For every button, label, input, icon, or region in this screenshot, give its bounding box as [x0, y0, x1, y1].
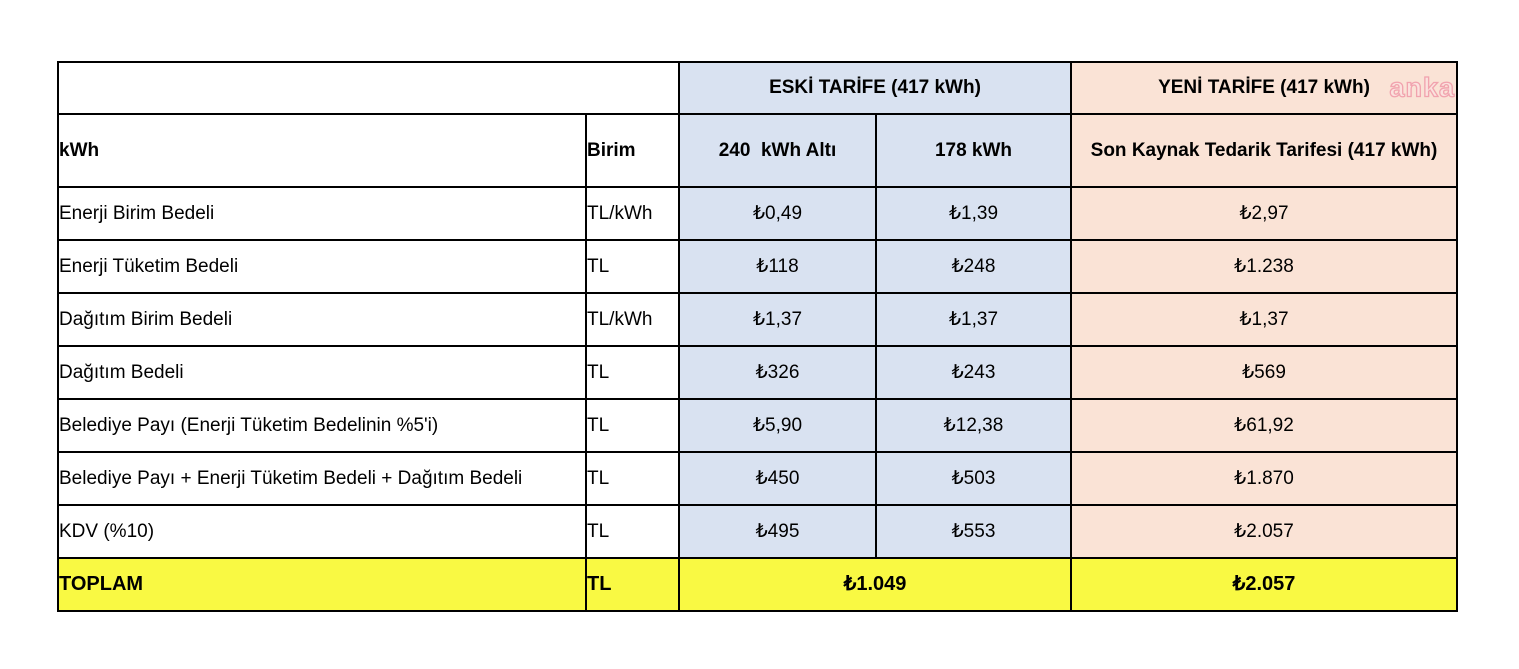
row-unit: TL: [585, 345, 680, 400]
row-label: KDV (%10): [57, 504, 587, 559]
group-header-row: ESKİ TARİFE (417 kWh) YENİ TARİFE (417 k…: [57, 61, 1458, 115]
col-header-birim: Birim: [585, 113, 680, 188]
old-tariff-group-header: ESKİ TARİFE (417 kWh): [678, 61, 1072, 115]
row-label: Belediye Payı + Enerji Tüketim Bedeli + …: [57, 451, 587, 506]
col-header-kwh: kWh: [57, 113, 587, 188]
row-label: Dağıtım Bedeli: [57, 345, 587, 400]
new-sktt-value: ₺1.870: [1070, 451, 1458, 506]
anka-watermark: anka: [1389, 72, 1455, 103]
table-row: Enerji Tüketim Bedeli TL ₺118 ₺248 ₺1.23…: [57, 239, 1458, 294]
total-row: TOPLAM TL ₺1.049 ₺2.057: [57, 557, 1458, 612]
row-unit: TL: [585, 398, 680, 453]
new-sktt-value: ₺1.238: [1070, 239, 1458, 294]
new-sktt-value: ₺61,92: [1070, 398, 1458, 453]
table-row: Dağıtım Birim Bedeli TL/kWh ₺1,37 ₺1,37 …: [57, 292, 1458, 347]
old-240-value: ₺1,37: [678, 292, 877, 347]
row-label: Enerji Birim Bedeli: [57, 186, 587, 241]
row-unit: TL/kWh: [585, 186, 680, 241]
old-178-value: ₺503: [875, 451, 1072, 506]
new-sktt-value: ₺2,97: [1070, 186, 1458, 241]
old-240-value: ₺0,49: [678, 186, 877, 241]
old-240-value: ₺5,90: [678, 398, 877, 453]
old-240-value: ₺326: [678, 345, 877, 400]
col-header-old-178: 178 kWh: [875, 113, 1072, 188]
row-label: Enerji Tüketim Bedeli: [57, 239, 587, 294]
old-178-value: ₺1,39: [875, 186, 1072, 241]
row-unit: TL: [585, 239, 680, 294]
col-header-old-240: 240 kWh Altı: [678, 113, 877, 188]
row-label: Belediye Payı (Enerji Tüketim Bedelinin …: [57, 398, 587, 453]
row-label: Dağıtım Birim Bedeli: [57, 292, 587, 347]
old-178-value: ₺12,38: [875, 398, 1072, 453]
old-178-value: ₺248: [875, 239, 1072, 294]
row-unit: TL/kWh: [585, 292, 680, 347]
table-row: Enerji Birim Bedeli TL/kWh ₺0,49 ₺1,39 ₺…: [57, 186, 1458, 241]
empty-corner: [57, 61, 680, 115]
tariff-table: ESKİ TARİFE (417 kWh) YENİ TARİFE (417 k…: [57, 61, 1458, 612]
total-label: TOPLAM: [57, 557, 587, 612]
new-tariff-group-header: YENİ TARİFE (417 kWh) anka: [1070, 61, 1458, 115]
old-178-value: ₺553: [875, 504, 1072, 559]
total-unit: TL: [585, 557, 680, 612]
new-tariff-total-value: ₺2.057: [1070, 557, 1458, 612]
table-row: KDV (%10) TL ₺495 ₺553 ₺2.057: [57, 504, 1458, 559]
old-tariff-total-value: ₺1.049: [678, 557, 1072, 612]
table-row: Dağıtım Bedeli TL ₺326 ₺243 ₺569: [57, 345, 1458, 400]
old-178-value: ₺1,37: [875, 292, 1072, 347]
old-240-value: ₺450: [678, 451, 877, 506]
old-178-value: ₺243: [875, 345, 1072, 400]
column-header-row: kWh Birim 240 kWh Altı 178 kWh Son Kayna…: [57, 113, 1458, 188]
table-row: Belediye Payı + Enerji Tüketim Bedeli + …: [57, 451, 1458, 506]
new-sktt-value: ₺2.057: [1070, 504, 1458, 559]
row-unit: TL: [585, 504, 680, 559]
new-tariff-group-header-label: YENİ TARİFE (417 kWh): [1158, 77, 1370, 99]
new-sktt-value: ₺569: [1070, 345, 1458, 400]
col-header-new-sktt: Son Kaynak Tedarik Tarifesi (417 kWh): [1070, 113, 1458, 188]
new-sktt-value: ₺1,37: [1070, 292, 1458, 347]
old-240-value: ₺118: [678, 239, 877, 294]
row-unit: TL: [585, 451, 680, 506]
old-240-value: ₺495: [678, 504, 877, 559]
table-row: Belediye Payı (Enerji Tüketim Bedelinin …: [57, 398, 1458, 453]
